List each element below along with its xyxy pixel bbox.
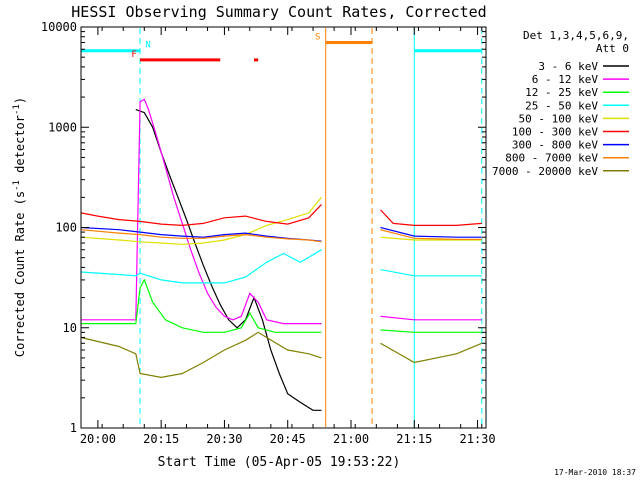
- y-axis-label-sup2: -1: [12, 104, 22, 115]
- series-5-line-0: [80, 203, 322, 227]
- y-axis-label-end: ): [13, 97, 27, 104]
- legend-label-0: 3 - 6 keV: [538, 60, 598, 73]
- series-6-line-1: [380, 226, 482, 238]
- series-5: [80, 203, 482, 227]
- legend-header-line-2: Att 0: [596, 42, 629, 55]
- series-8-line-1: [380, 342, 483, 364]
- series-7-line-1: [380, 229, 482, 240]
- x-tick-label-6: 21:30: [460, 432, 496, 446]
- data-gap-area: [325, 27, 381, 428]
- series-5-line-1: [380, 209, 482, 226]
- x-tick-label-0: 20:00: [80, 432, 116, 446]
- series-1-line-1: [380, 315, 482, 321]
- legend-label-6: 300 - 800 keV: [512, 139, 598, 152]
- x-axis: 20:00 20:15 20:30 20:45 21:00 21:15 21:30: [80, 27, 496, 446]
- legend-label-3: 25 - 50 keV: [525, 99, 598, 112]
- series-3-line-1: [380, 269, 482, 277]
- y-axis-label-main: Corrected Count Rate (s: [13, 191, 27, 357]
- x-tick-label-3: 20:45: [270, 432, 306, 446]
- series-1-line-0: [81, 98, 322, 325]
- series-8: [80, 331, 483, 379]
- series-7-line-0: [80, 229, 322, 243]
- y-axis: 1 10 100 1000 10000: [41, 20, 486, 435]
- y-axis-label: Corrected Count Rate (s-1 detector-1): [12, 97, 27, 357]
- y-tick-label-1: 10: [63, 321, 77, 335]
- series-4-line-0: [80, 196, 322, 245]
- x-tick-label-2: 20:30: [206, 432, 242, 446]
- series-layer: [80, 98, 483, 411]
- y-tick-label-2: 100: [55, 221, 77, 235]
- series-2: [81, 278, 482, 333]
- y-tick-label-0: 1: [70, 421, 77, 435]
- legend-label-5: 100 - 300 keV: [512, 126, 598, 139]
- y-axis-label-sup1: -1: [12, 180, 22, 191]
- flag-S-label: S: [315, 33, 320, 43]
- x-tick-label-5: 21:15: [396, 432, 432, 446]
- series-3: [80, 249, 482, 284]
- legend-label-7: 800 - 7000 keV: [505, 152, 598, 165]
- y-tick-label-4: 10000: [41, 20, 77, 34]
- flag-bars: NF S: [81, 33, 482, 62]
- series-8-line-0: [80, 331, 322, 379]
- series-0: [135, 109, 322, 411]
- series-7: [80, 229, 482, 243]
- legend-label-2: 12 - 25 keV: [525, 86, 598, 99]
- series-0-line-0: [135, 109, 322, 411]
- x-tick-label-1: 20:15: [143, 432, 179, 446]
- y-tick-label-3: 1000: [48, 120, 77, 134]
- flag-F-label: F: [131, 50, 136, 60]
- series-2-line-0: [81, 278, 322, 333]
- chart-title: HESSI Observing Summary Count Rates, Cor…: [71, 3, 486, 21]
- legend-label-1: 6 - 12 keV: [532, 73, 599, 86]
- legend-label-4: 50 - 100 keV: [519, 112, 599, 125]
- data-gap-rect: [325, 27, 381, 428]
- series-2-line-1: [380, 329, 482, 333]
- plot-timestamp: 17-Mar-2010 18:37: [554, 468, 636, 477]
- y-axis-label-mid: detector: [13, 115, 27, 180]
- legend-label-8: 7000 - 20000 keV: [492, 165, 598, 178]
- x-tick-label-4: 21:00: [333, 432, 369, 446]
- x-axis-label: Start Time (05-Apr-05 19:53:22): [158, 455, 401, 470]
- flag-N-label: N: [145, 41, 150, 51]
- series-3-line-0: [80, 249, 322, 284]
- legend-header-line-1: Det 1,3,4,5,6,9,: [523, 29, 629, 42]
- series-1: [81, 98, 482, 325]
